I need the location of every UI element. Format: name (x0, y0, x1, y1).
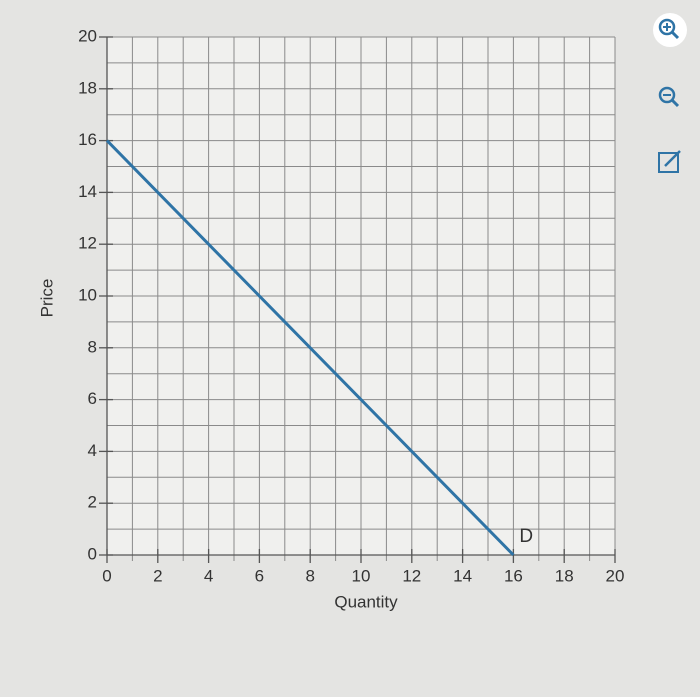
line-label: D (519, 526, 533, 547)
y-tick-label: 4 (88, 441, 97, 460)
x-tick-label: 12 (402, 566, 421, 585)
x-tick-label: 20 (606, 566, 625, 585)
x-tick-label: 0 (102, 566, 111, 585)
icon (664, 150, 681, 167)
y-tick-label: 20 (78, 26, 97, 45)
y-tick-label: 12 (78, 234, 97, 253)
y-tick-label: 8 (88, 337, 97, 356)
y-tick-label: 0 (88, 544, 97, 563)
y-tick-label: 14 (78, 182, 97, 201)
x-tick-label: 18 (555, 566, 574, 585)
y-tick-label: 16 (78, 130, 97, 149)
y-axis-label: Price (37, 279, 56, 318)
x-tick-label: 2 (153, 566, 162, 585)
icon[interactable] (658, 152, 679, 173)
y-tick-label: 6 (88, 389, 97, 408)
button-bg[interactable] (653, 13, 687, 47)
y-tick-label: 18 (78, 78, 97, 97)
x-axis-label: Quantity (334, 592, 398, 611)
icon[interactable] (658, 86, 676, 104)
line (105, 139, 515, 557)
x-tick-label: 16 (504, 566, 523, 585)
x-tick-label: 6 (255, 566, 264, 585)
zoom-out-button[interactable] (658, 86, 680, 108)
icon (670, 98, 680, 108)
icon (670, 30, 680, 40)
y-tick-label: 10 (78, 285, 97, 304)
x-tick-label: 8 (305, 566, 314, 585)
icon (658, 18, 676, 36)
y-tick-label: 2 (88, 493, 97, 512)
zoom-in-button[interactable] (653, 13, 687, 47)
x-tick-label: 4 (204, 566, 213, 585)
open-button[interactable] (658, 150, 681, 173)
x-tick-label: 10 (352, 566, 371, 585)
x-tick-label: 14 (453, 566, 472, 585)
